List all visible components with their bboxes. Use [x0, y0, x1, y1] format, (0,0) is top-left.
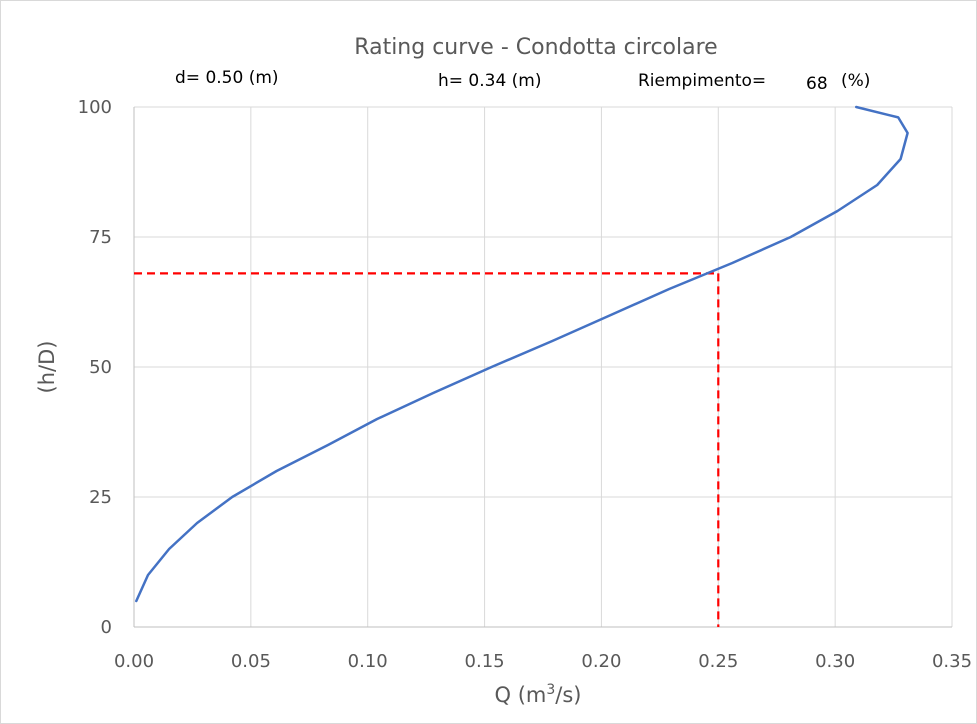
y-axis-title: (h/D) [35, 341, 59, 394]
reference-lines [134, 272, 720, 627]
y-tick-label: 75 [89, 227, 112, 248]
y-tick-label: 25 [89, 487, 112, 508]
grid-layer [134, 106, 953, 627]
y-tick-label: 0 [101, 617, 112, 638]
series-layer [135, 105, 909, 603]
axis-layer [133, 107, 952, 628]
x-tick-label: 0.15 [465, 651, 505, 672]
fill-unit: (%) [841, 71, 870, 91]
x-tick-label: 0.35 [932, 651, 972, 672]
y-tick-label: 100 [78, 97, 112, 118]
x-tick-label: 0.00 [114, 651, 154, 672]
y-tick-label: 50 [89, 357, 112, 378]
height-label: h= 0.34 (m) [438, 71, 542, 91]
x-tick-label: 0.25 [698, 651, 738, 672]
x-tick-label: 0.10 [348, 651, 388, 672]
tick-labels: 0.00 0.05 0.10 0.15 0.20 0.25 0.30 0.35 0 25 50 75 1… [78, 97, 972, 672]
chart-title: Rating curve - Condotta circolare [354, 35, 717, 60]
x-tick-label: 0.05 [231, 651, 271, 672]
x-axis-title: Q (m3/s) [495, 682, 582, 707]
x-tick-label: 0.30 [815, 651, 855, 672]
fill-label: Riempimento= [638, 71, 766, 91]
diameter-label: d= 0.50 (m) [175, 68, 279, 88]
x-tick-label: 0.20 [581, 651, 621, 672]
series-line [135, 105, 909, 603]
fill-value: 68 [806, 74, 828, 94]
